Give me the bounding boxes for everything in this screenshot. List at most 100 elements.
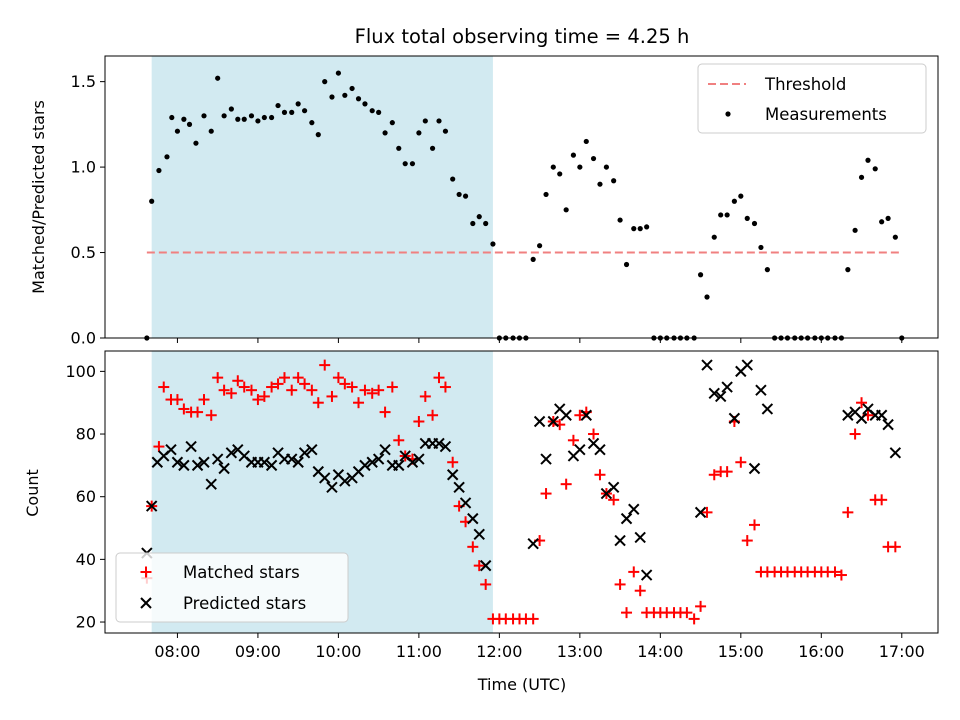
measurement-point (422, 118, 428, 124)
matched-star-point (427, 409, 439, 421)
measurement-point (583, 138, 589, 145)
measurement-point (156, 167, 162, 174)
matched-star-point (634, 585, 646, 597)
measurement-point (490, 241, 496, 247)
predicted-star-point (379, 443, 391, 456)
predicted-star-point (326, 481, 338, 494)
measurement-point (329, 94, 335, 100)
matched-star-point (701, 506, 713, 518)
measurement-point (885, 215, 891, 221)
predicted-star-point (446, 469, 459, 481)
measurement-point (215, 75, 221, 81)
measurement-point (476, 214, 482, 220)
measurement-point (255, 118, 261, 124)
matched-star-point (379, 406, 391, 418)
matched-star-point (856, 397, 868, 409)
measurement-point (221, 113, 227, 119)
measurement-point (450, 176, 456, 182)
measurement-point (201, 113, 207, 119)
measurement-point (181, 116, 187, 122)
measurement-point (597, 181, 603, 187)
matched-star-point (245, 384, 257, 396)
top-y-axis-label: Matched/Predicted stars (29, 100, 48, 294)
top-legend: Threshold Measurements (697, 63, 927, 134)
predicted-star-point (842, 409, 854, 421)
matched-stars-points (141, 359, 901, 625)
matched-star-point (708, 469, 720, 481)
measurement-point (892, 234, 898, 240)
x-tick-label: 11:00 (396, 642, 442, 661)
bottom-y-tick-label: 100 (65, 362, 96, 381)
measurement-point (704, 294, 710, 300)
measurement-point (402, 161, 408, 167)
predicted-star-point (741, 359, 753, 371)
matched-star-point (306, 384, 318, 396)
measurement-point (563, 207, 569, 213)
matched-star-point (339, 378, 351, 390)
matched-star-point (681, 607, 693, 619)
measurement-point (570, 152, 577, 158)
legend-measurements-swatch (725, 111, 731, 117)
matched-star-point (560, 478, 572, 490)
measurement-point (309, 120, 315, 126)
matched-star-point (272, 378, 284, 390)
predicted-star-point (527, 537, 539, 550)
matched-star-point (835, 569, 847, 581)
measurement-point (389, 120, 395, 126)
predicted-star-point (372, 453, 385, 465)
matched-star-point (178, 403, 190, 415)
measurement-point (269, 114, 275, 121)
measurement-point (248, 113, 255, 119)
predicted-star-point (292, 456, 304, 468)
top-shaded-interval (151, 56, 493, 338)
legend-measurements-label: Measurements (765, 105, 887, 124)
measurement-point (301, 108, 308, 114)
matched-star-point (292, 372, 304, 384)
matched-star-point (527, 613, 539, 625)
predicted-star-point (439, 440, 452, 453)
predicted-star-point (406, 456, 419, 468)
predicted-star-point (178, 459, 190, 472)
matched-star-point (266, 381, 278, 393)
measurement-point (456, 191, 462, 198)
bottom-y-tick-label: 20 (76, 613, 96, 632)
measurement-point (362, 101, 368, 107)
predicted-star-point (473, 528, 485, 541)
matched-star-point (588, 428, 600, 440)
measurement-point (697, 272, 704, 278)
predicted-star-point (165, 443, 177, 456)
measurement-point (429, 145, 436, 151)
matched-star-point (688, 613, 700, 625)
predicted-star-point (225, 447, 238, 459)
predicted-star-point (258, 456, 271, 468)
bottom-legend: Matched stars Predicted stars (115, 552, 349, 623)
measurement-point (550, 164, 556, 170)
predicted-star-point (413, 453, 425, 465)
matched-star-point (876, 494, 888, 506)
measurement-point (711, 234, 717, 240)
bottom-y-tick-label: 60 (76, 487, 96, 506)
measurement-point (718, 212, 724, 218)
measurement-point (369, 108, 375, 114)
matched-star-point (252, 394, 264, 406)
legend-plus-marker (140, 566, 152, 578)
predicted-star-point (198, 456, 210, 468)
measurement-point (724, 212, 730, 218)
legend-predicted-label: Predicted stars (183, 594, 306, 613)
measurement-point (623, 261, 630, 268)
measurement-point (590, 155, 597, 162)
predicted-star-point (393, 459, 405, 472)
bottom-x-ticks: 08:00 09:00 10:00 11:00 12:00 13:00 14:00 15:00… (154, 633, 925, 661)
matched-star-point (433, 372, 445, 384)
top-y-tick-label: 0.0 (71, 329, 96, 348)
measurement-point (322, 79, 328, 85)
measurement-point (349, 85, 355, 92)
predicted-star-point (855, 412, 868, 425)
matched-star-point (829, 566, 841, 578)
predicted-star-point (366, 456, 378, 468)
predicted-star-point (694, 506, 707, 519)
predicted-star-point (628, 503, 640, 515)
measurement-point (530, 256, 536, 262)
measurement-point (174, 128, 181, 134)
predicted-star-point (761, 403, 774, 415)
